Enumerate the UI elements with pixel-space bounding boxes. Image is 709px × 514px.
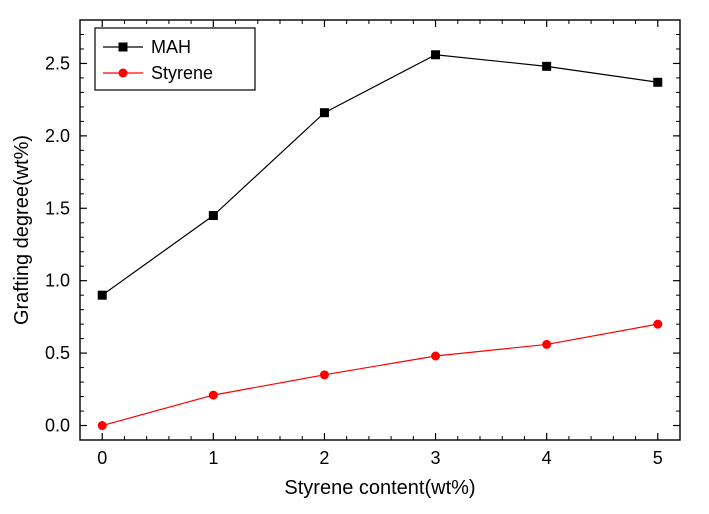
marker-circle xyxy=(653,320,662,329)
marker-circle xyxy=(209,391,218,400)
y-tick-label: 1.5 xyxy=(45,198,70,218)
legend-label: MAH xyxy=(151,37,191,57)
y-tick-label: 2.5 xyxy=(45,53,70,73)
x-tick-label: 2 xyxy=(319,448,329,468)
marker-circle xyxy=(542,340,551,349)
marker-square xyxy=(98,291,107,300)
x-tick-label: 0 xyxy=(97,448,107,468)
chart-svg: 0 1 2 3 4 5 0.0 0.5 1.0 1.5 2.0 2.5 Styrene content(… xyxy=(0,0,709,514)
y-tick-label: 2.0 xyxy=(45,126,70,146)
marker-circle xyxy=(98,421,107,430)
x-tick-label: 5 xyxy=(653,448,663,468)
y-axis-label: Grafting degree(wt%) xyxy=(11,135,33,325)
marker-square xyxy=(542,62,551,71)
y-tick-label: 0.5 xyxy=(45,343,70,363)
y-tick-label: 1.0 xyxy=(45,271,70,291)
y-tick-label: 0.0 xyxy=(45,416,70,436)
marker-square xyxy=(653,78,662,87)
marker-circle xyxy=(431,352,440,361)
x-tick-label: 4 xyxy=(542,448,552,468)
legend-label: Styrene xyxy=(151,63,213,83)
legend-marker-square xyxy=(119,43,128,52)
legend-marker-circle xyxy=(119,69,128,78)
x-axis-label: Styrene content(wt%) xyxy=(284,477,475,499)
marker-square xyxy=(431,50,440,59)
grafting-degree-chart: 0 1 2 3 4 5 0.0 0.5 1.0 1.5 2.0 2.5 Styrene content(… xyxy=(0,0,709,514)
marker-square xyxy=(320,108,329,117)
marker-circle xyxy=(320,370,329,379)
marker-square xyxy=(209,211,218,220)
x-tick-label: 1 xyxy=(208,448,218,468)
x-tick-label: 3 xyxy=(431,448,441,468)
